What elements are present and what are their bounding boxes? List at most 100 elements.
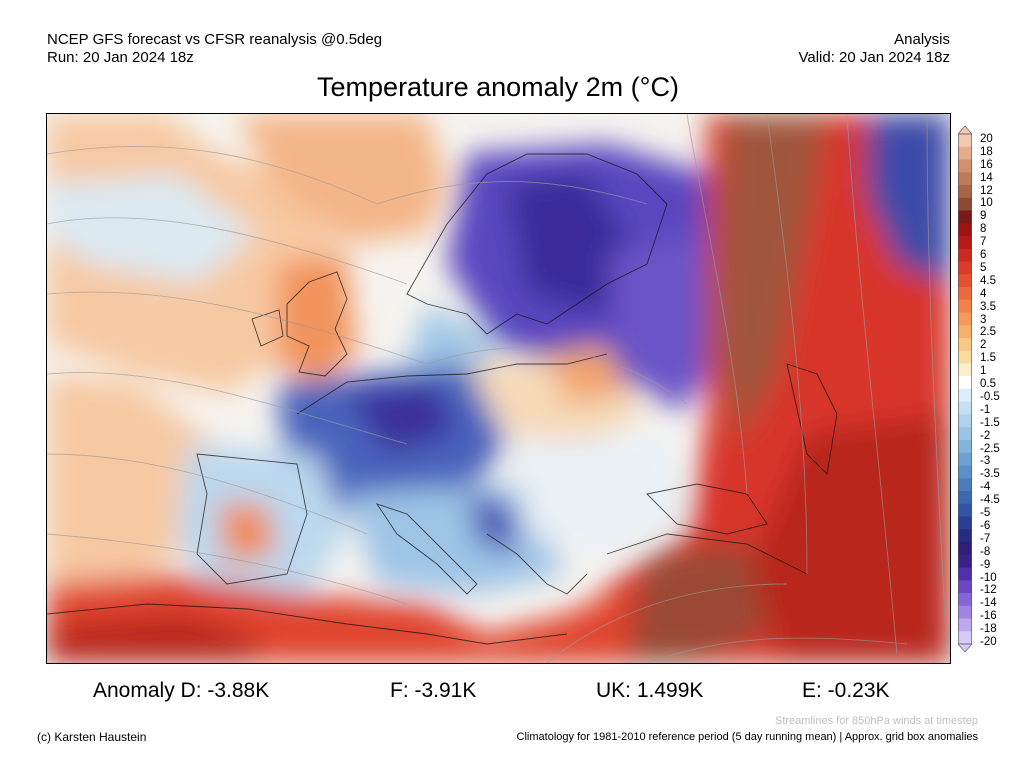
colorbar-label: -6 [980, 519, 991, 532]
uk-warm-region [277, 254, 357, 384]
coastlines [47, 153, 838, 645]
colorbar-band [958, 210, 972, 224]
colorbar-band [958, 236, 972, 250]
colorbar-band [958, 618, 972, 632]
colorbar-band [958, 299, 972, 313]
header-right: Analysis Valid: 20 Jan 2024 18z [798, 31, 950, 67]
north-europe-coast [296, 353, 608, 415]
colorbar-label: -3 [980, 455, 991, 468]
colorbar-band [958, 427, 972, 441]
colorbar-label: 1 [980, 365, 987, 378]
central-spain-warm-spot [217, 504, 277, 564]
colorbar-label: -10 [980, 571, 997, 584]
siberia-cold-region [867, 114, 950, 284]
header-left: NCEP GFS forecast vs CFSR reanalysis @0.… [47, 31, 382, 67]
colorbar-label: 16 [980, 158, 993, 171]
streamline [426, 347, 688, 405]
colorbar-outline [958, 133, 972, 645]
anomaly-france: F: -3.91K [390, 679, 477, 702]
streamline [926, 114, 948, 655]
scandinavia-coast [406, 153, 668, 335]
colorbar-band [958, 325, 972, 339]
streamline [47, 217, 408, 285]
balkans-cold-spot [467, 494, 517, 554]
colorbar-band [958, 503, 972, 517]
colorbar-bottom-arrow [958, 643, 972, 652]
streamline [376, 181, 648, 205]
colorbar-band [958, 261, 972, 275]
baltic-warm-spot [547, 344, 627, 404]
colorbar-band [958, 350, 972, 364]
copyright: (c) Karsten Haustein [37, 730, 147, 744]
colorbar [958, 126, 972, 652]
colorbar-label: -9 [980, 558, 991, 571]
colorbar-band [958, 146, 972, 160]
colorbar-label: 3.5 [980, 300, 996, 313]
colorbar-band [958, 172, 972, 186]
streamline [846, 114, 898, 655]
colorbar-band [958, 287, 972, 301]
colorbar-label: 5 [980, 261, 987, 274]
wind-streamlines [47, 114, 948, 663]
streamline [47, 291, 428, 365]
colorbar-label: -14 [980, 597, 997, 610]
colorbar-band [958, 389, 972, 403]
colorbar-band [958, 274, 972, 288]
colorbar-label: 4.5 [980, 274, 996, 287]
streamline [546, 583, 788, 663]
colorbar-bands [958, 134, 972, 645]
colorbar-label: -12 [980, 584, 997, 597]
streamlines-note: Streamlines for 850hPa winds at timestep [775, 715, 978, 727]
russia-very-hot-band [717, 114, 827, 444]
middle-east-hot-region [747, 414, 950, 663]
analysis-label: Analysis [894, 31, 950, 48]
colorbar-label: -3.5 [980, 468, 1000, 481]
colorbar-label: 2.5 [980, 326, 996, 339]
colorbar-label: -2.5 [980, 442, 1000, 455]
colorbar-label: -4 [980, 481, 991, 494]
colorbar-label: -1 [980, 403, 991, 416]
ireland-coast [251, 309, 284, 347]
colorbar-band [958, 134, 972, 148]
eastern-atlantic-warm-region [47, 374, 217, 594]
colorbar-band [958, 554, 972, 568]
streamline [47, 533, 408, 605]
colorbar-label: 12 [980, 184, 993, 197]
colorbar-label: 9 [980, 210, 987, 223]
colorbar-band [958, 567, 972, 581]
colorbar-band [958, 580, 972, 594]
morocco-very-hot-spot [47, 614, 267, 663]
colorbar-label: 20 [980, 133, 993, 145]
streamline [646, 637, 908, 663]
black-sea-coast [646, 483, 768, 535]
germany-very-cold-core [347, 384, 457, 454]
valid-time: Valid: 20 Jan 2024 18z [798, 49, 950, 66]
anomaly-field [47, 114, 950, 663]
streamline [47, 453, 368, 535]
greece-coast [486, 533, 588, 595]
colorbar-label: -1.5 [980, 416, 1000, 429]
colorbar-label: 1.5 [980, 352, 996, 365]
colorbar-label: -4.5 [980, 494, 1000, 507]
colorbar-label: 10 [980, 197, 993, 210]
run-time: Run: 20 Jan 2024 18z [47, 49, 194, 66]
colorbar-label: 14 [980, 171, 993, 184]
colorbar-label: 0.5 [980, 378, 996, 391]
colorbar-band [958, 440, 972, 454]
anomaly-germany: Anomaly D: -3.88K [93, 679, 270, 702]
colorbar-label: -20 [980, 636, 997, 648]
climatology-note: Climatology for 1981-2010 reference peri… [516, 731, 978, 743]
colorbar-label: -2 [980, 429, 991, 442]
north-africa-coast [47, 603, 568, 645]
colorbar-band [958, 491, 972, 505]
anomaly-spain: E: -0.23K [802, 679, 890, 702]
colorbar-label: 2 [980, 339, 987, 352]
colorbar-label: 8 [980, 223, 987, 236]
great-britain-coast [286, 271, 348, 377]
eastern-europe-neutral-region [507, 434, 687, 554]
colorbar-band [958, 529, 972, 543]
streamline [47, 145, 378, 205]
colorbar-band [958, 478, 972, 492]
colorbar-label: 18 [980, 145, 993, 158]
streamline [766, 114, 808, 575]
